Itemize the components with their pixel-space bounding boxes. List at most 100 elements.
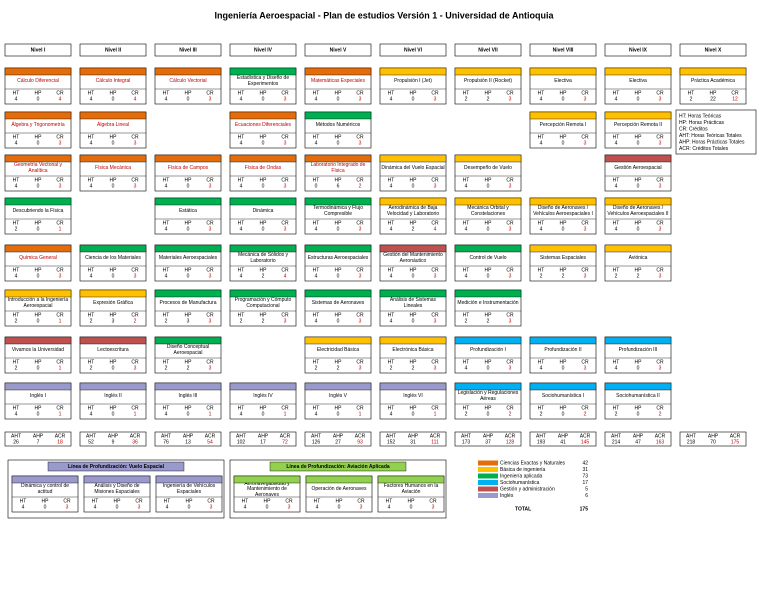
total-value: 111 <box>431 439 439 445</box>
col-header: HP <box>560 220 568 226</box>
course-name-box: Física de Ondas <box>245 165 281 171</box>
course-value: 2 <box>465 318 468 324</box>
course-value: 3 <box>209 96 212 102</box>
col-header: HP <box>185 312 193 318</box>
course-name-box: Aerodinámica de Baja Velocidad y Laborat… <box>387 206 439 217</box>
total-header: ACR <box>730 433 741 439</box>
col-header: HT <box>538 90 545 96</box>
col-header: HP <box>410 405 418 411</box>
course-name-box: Métodos Numéricos <box>316 122 360 128</box>
course-code-bar <box>154 67 222 76</box>
col-header: CR <box>581 90 589 96</box>
col-header: HT <box>238 90 245 96</box>
course-value: 4 <box>315 318 318 324</box>
course-value: 4 <box>540 226 543 232</box>
course-code-bar <box>4 197 72 206</box>
course-value: 3 <box>509 273 512 279</box>
course-value: 2 <box>165 365 168 371</box>
course-value: 3 <box>659 140 662 146</box>
total-header: AHT <box>236 433 246 439</box>
course-value: 3 <box>359 140 362 146</box>
course-value: 0 <box>337 318 340 324</box>
course-code-bar <box>304 382 372 391</box>
col-header: CR <box>656 177 664 183</box>
total-value: 214 <box>612 439 621 445</box>
col-header: HT <box>88 267 95 273</box>
col-header: HT <box>163 405 170 411</box>
course-name: Programación y Cómputo Computacional <box>234 297 292 309</box>
total-value: 54 <box>207 439 213 445</box>
course-name: Sociohumanística I <box>541 393 585 400</box>
level-header <box>529 43 597 57</box>
col-header: CR <box>357 498 365 504</box>
col-header: CR <box>581 220 589 226</box>
col-header: HT <box>163 177 170 183</box>
course-name-box: Ecuaciones Diferenciales <box>235 122 291 128</box>
course-value: 0 <box>187 411 190 417</box>
total-header: AHT <box>686 433 696 439</box>
course-value: 3 <box>359 318 362 324</box>
course-value: 2 <box>337 365 340 371</box>
totals-box <box>529 431 597 447</box>
course-code-bar <box>4 289 72 298</box>
course-name: Cálculo Integral <box>95 78 131 85</box>
level-name: Nivel II <box>105 47 122 53</box>
col-header: HT <box>13 405 20 411</box>
col-header: HT <box>13 312 20 318</box>
course-value: 0 <box>188 504 191 510</box>
course-value: 3 <box>434 273 437 279</box>
course-value: 0 <box>487 273 490 279</box>
course-value: 0 <box>637 226 640 232</box>
col-header: HT <box>163 90 170 96</box>
course-value: 0 <box>187 183 190 189</box>
col-header: HP <box>408 498 416 504</box>
course-value: 4 <box>240 96 243 102</box>
course-name-box: Matemáticas Especiales <box>311 78 365 84</box>
course-name: Álgebra Lineal <box>97 122 129 129</box>
col-header: HP <box>635 359 643 365</box>
course-code-bar <box>529 197 597 206</box>
course-name: Cálculo Diferencial <box>17 78 59 85</box>
course-code-bar <box>4 336 72 345</box>
col-header: HT <box>613 90 620 96</box>
course-name: Sistemas Espaciales <box>539 255 587 262</box>
col-header: HT <box>163 267 170 273</box>
course-value: 3 <box>659 365 662 371</box>
course-value: 4 <box>390 226 393 232</box>
course-code-bar <box>4 154 72 163</box>
course-value: 3 <box>509 318 512 324</box>
col-header: CR <box>63 498 71 504</box>
legend-swatch <box>478 493 498 498</box>
col-header: HP <box>110 177 118 183</box>
course-code-bar <box>154 197 222 206</box>
col-header: HT <box>88 134 95 140</box>
course-value: 0 <box>338 504 341 510</box>
col-header: HT <box>538 220 545 226</box>
course-value: 2 <box>465 96 468 102</box>
col-header: HT <box>386 498 393 504</box>
course-name-box: Inglés V <box>329 393 347 399</box>
course-code-bar <box>379 382 447 391</box>
abbreviation: CR: Créditos <box>679 126 708 132</box>
col-header: HT <box>463 177 470 183</box>
course-value: 4 <box>540 140 543 146</box>
course-value: 3 <box>209 183 212 189</box>
course-name-box: Termodinámica y Flujo Compresible <box>313 206 363 217</box>
course-value: 3 <box>584 273 587 279</box>
course-name-box: Física Mecánica <box>95 165 131 171</box>
col-header: CR <box>506 312 514 318</box>
col-header: HT <box>13 359 20 365</box>
course-code-bar <box>229 244 297 253</box>
course-name-box: Ciencia de los Materiales <box>85 255 141 261</box>
col-header: CR <box>281 312 289 318</box>
course-value: 0 <box>315 183 318 189</box>
course-code-bar <box>154 244 222 253</box>
course-code-bar <box>304 67 372 76</box>
course-name: Profundización II <box>544 347 582 354</box>
course-value: 3 <box>59 273 62 279</box>
course-code-bar <box>4 382 72 391</box>
course-code-bar <box>304 154 372 163</box>
col-header: HP <box>35 177 43 183</box>
course-value: 4 <box>15 273 18 279</box>
course-name-box: Procesos de Manufactura <box>160 300 217 306</box>
